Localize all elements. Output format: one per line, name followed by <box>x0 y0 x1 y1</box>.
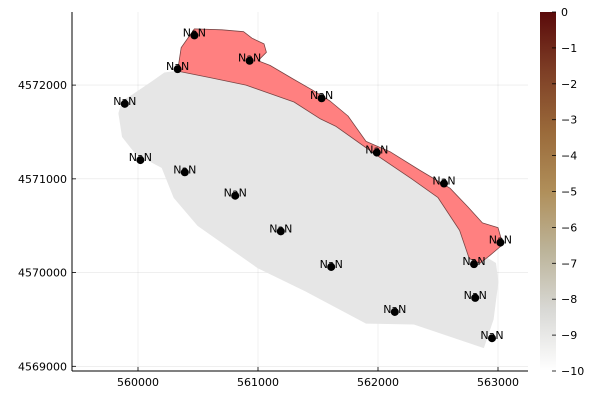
data-label: NaN <box>383 303 406 316</box>
x-tick-label: 562000 <box>357 376 399 389</box>
data-point <box>245 56 254 65</box>
data-label: NaN <box>224 187 247 200</box>
data-label: NaN <box>480 329 503 342</box>
data-label: NaN <box>183 26 206 39</box>
data-point <box>136 156 145 165</box>
colorbar-tick-label: −2 <box>561 78 577 91</box>
colorbar-tick-label: −9 <box>561 329 577 342</box>
data-label: NaN <box>320 258 343 271</box>
data-label: NaN <box>365 144 388 157</box>
data-point <box>470 260 478 269</box>
data-label: NaN <box>166 60 189 73</box>
colorbar-tick-label: −10 <box>561 365 584 378</box>
data-label: NaN <box>129 151 152 164</box>
data-point <box>496 238 505 247</box>
data-label: NaN <box>432 175 455 188</box>
data-point <box>372 148 381 157</box>
data-point <box>327 262 336 271</box>
y-tick-label: 4569000 <box>18 360 67 373</box>
data-point <box>488 334 496 343</box>
y-tick-label: 4572000 <box>18 79 67 92</box>
colorbar-tick-label: −3 <box>561 114 577 127</box>
colorbar-tick-label: −8 <box>561 293 577 306</box>
x-tick-label: 561000 <box>237 376 279 389</box>
data-label: NaN <box>173 163 196 176</box>
data-point <box>190 31 199 40</box>
colorbar-tick-label: −5 <box>561 186 577 199</box>
data-label: NaN <box>462 255 485 268</box>
data-point <box>317 94 326 103</box>
data-point <box>231 191 240 200</box>
data-label: NaN <box>269 222 292 235</box>
data-points: NaN NaN NaN NaN NaN NaN NaN NaN NaN NaN NaN NaN NaN N… <box>113 26 512 343</box>
x-tick-label: 560000 <box>117 376 159 389</box>
colorbar-tick-label: −6 <box>561 221 577 234</box>
y-tick-label: 4571000 <box>18 173 67 186</box>
data-point <box>276 227 285 236</box>
colorbar <box>540 12 556 371</box>
y-tick-label: 4570000 <box>18 267 67 280</box>
data-label: NaN <box>113 95 136 108</box>
colorbar-tick-label: −1 <box>561 42 577 55</box>
data-point <box>180 168 189 177</box>
colorbar-tick-label: −4 <box>561 150 577 163</box>
data-point <box>390 307 399 316</box>
data-point <box>471 293 480 302</box>
colorbar-tick-label: 0 <box>561 6 568 19</box>
x-tick-label: 563000 <box>477 376 519 389</box>
data-label: NaN <box>310 89 333 102</box>
regions <box>118 28 504 349</box>
region-1 <box>177 28 504 264</box>
data-point <box>440 179 448 188</box>
data-point <box>120 99 129 108</box>
data-label: NaN <box>238 52 261 65</box>
data-label: NaN <box>464 289 487 302</box>
data-point <box>173 65 182 74</box>
colorbar-tick-label: −7 <box>561 257 577 270</box>
data-label: NaN <box>489 234 512 247</box>
